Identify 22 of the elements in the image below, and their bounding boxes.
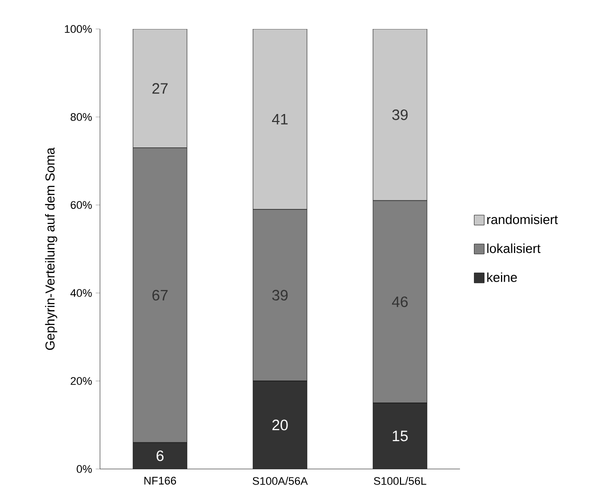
legend-label: keine: [487, 272, 517, 282]
y-tick-label: 0%: [76, 465, 92, 473]
data-label: 67: [152, 290, 168, 300]
y-tick-label: 100%: [64, 25, 92, 33]
x-tick-label: S100L/56L: [374, 476, 426, 485]
y-tick-label: 80%: [70, 113, 92, 121]
data-label: 15: [392, 430, 408, 442]
data-label: 39: [392, 109, 408, 120]
legend-label: randomisiert: [487, 214, 558, 224]
data-label: 6: [156, 450, 164, 462]
data-label: 39: [272, 290, 288, 300]
data-label: 41: [272, 114, 288, 124]
y-axis-title: Gephyrin-Verteilung auf dem Soma: [45, 147, 58, 350]
x-tick-label: S100A/56A: [252, 476, 308, 485]
data-label: 20: [272, 420, 288, 430]
y-tick-label: 40%: [70, 289, 92, 297]
x-tick-label: NF166: [144, 476, 176, 485]
y-tick-label: 60%: [70, 201, 92, 209]
y-tick-label: 20%: [70, 377, 92, 385]
data-label: 27: [152, 83, 168, 94]
data-label: 46: [392, 296, 408, 308]
legend-label: lokalisiert: [487, 244, 540, 254]
